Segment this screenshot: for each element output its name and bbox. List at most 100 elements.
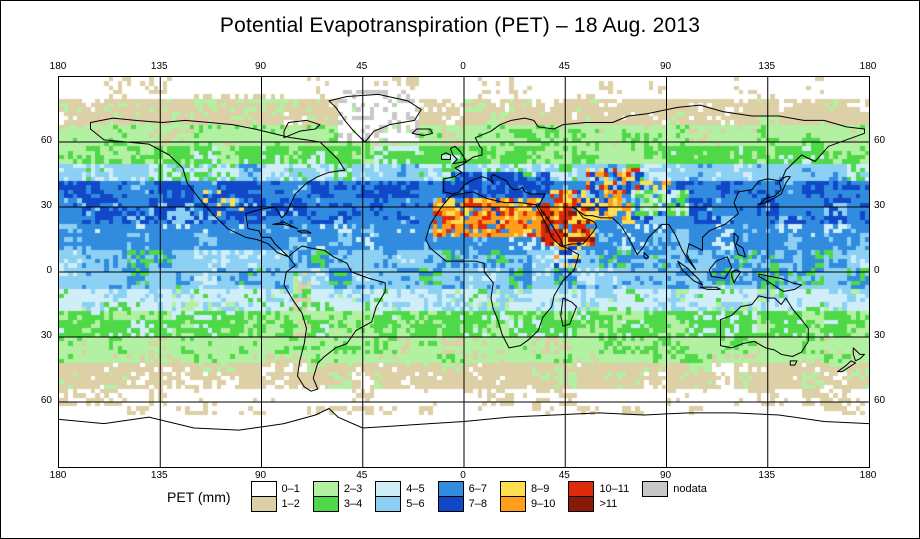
legend-entry-label: nodata xyxy=(673,483,707,495)
legend-classes: 0–1 1–2 2–3 3–4 4–5 5–6 6–7 7–8 8–9 9–10 10–11 >11 n… xyxy=(250,481,707,512)
coastline-antarctica xyxy=(59,409,869,431)
coastline-greenland xyxy=(329,94,421,142)
lat-tick-left: 30 xyxy=(40,330,52,341)
coastline-graticule-overlay xyxy=(59,77,869,467)
legend-swatch xyxy=(250,481,277,497)
coastline-sri-lanka xyxy=(644,253,649,260)
lon-tick-bottom: 45 xyxy=(558,470,570,481)
lon-tick-top: 0 xyxy=(460,61,466,72)
legend-entry: 3–4 xyxy=(312,496,363,512)
legend-entry-label: 3–4 xyxy=(343,498,363,510)
lon-tick-top: 135 xyxy=(758,61,776,72)
lat-tick-right: 60 xyxy=(874,135,886,146)
legend-swatch xyxy=(312,496,339,512)
lon-tick-bottom: 180 xyxy=(859,470,877,481)
coastline-borneo xyxy=(709,257,732,279)
lon-tick-top: 90 xyxy=(659,61,672,72)
legend-entry: 4–5 xyxy=(375,481,425,497)
legend-entry: 8–9 xyxy=(499,481,555,497)
legend-entry-label: 2–3 xyxy=(343,483,363,495)
lat-tick-left: 60 xyxy=(40,135,52,146)
legend-entry-label: 1–2 xyxy=(281,498,300,510)
legend-swatch xyxy=(499,496,526,512)
coastline-south-america xyxy=(284,246,385,391)
coastline-baffin-island xyxy=(284,120,320,137)
coastline-philippines xyxy=(734,233,745,257)
lon-tick-bottom: 180 xyxy=(49,470,67,481)
coastline-hispaniola xyxy=(298,231,312,233)
coastline-japan xyxy=(759,177,791,205)
legend-swatch xyxy=(375,481,402,497)
lat-tick-right: 60 xyxy=(874,395,886,406)
legend-swatch xyxy=(568,496,595,512)
legend-column: nodata xyxy=(642,481,707,497)
coastline-africa xyxy=(426,192,579,348)
legend-entry: 6–7 xyxy=(437,481,487,497)
coastline-madagascar xyxy=(561,298,577,326)
coastline-new-zealand-north xyxy=(853,348,864,361)
legend-swatch xyxy=(250,496,277,512)
lon-tick-bottom: 90 xyxy=(659,470,672,481)
legend-entry: 2–3 xyxy=(312,481,363,497)
legend-entry-label: 8–9 xyxy=(530,483,550,495)
lat-tick-left: 30 xyxy=(40,200,52,211)
legend-column: 6–7 7–8 xyxy=(437,481,487,512)
legend-swatch xyxy=(568,481,595,497)
lon-tick-top: 180 xyxy=(49,61,67,72)
lon-tick-top: 45 xyxy=(356,61,368,72)
legend-entry-label: 7–8 xyxy=(468,498,487,510)
coastline-eurasia xyxy=(444,105,865,270)
legend-entry: 1–2 xyxy=(250,496,300,512)
coastline-new-zealand-south xyxy=(838,361,856,372)
coastline-sulawesi xyxy=(732,270,741,283)
legend-title: PET (mm) xyxy=(167,489,231,505)
coastline-ireland xyxy=(442,153,451,160)
legend-entry: 7–8 xyxy=(437,496,487,512)
lon-tick-bottom: 45 xyxy=(356,470,368,481)
legend-column: 2–3 3–4 xyxy=(312,481,363,512)
legend: PET (mm) 0–1 1–2 2–3 3–4 4–5 5–6 6–7 7–8 8–9 9–10… xyxy=(167,481,707,514)
legend-swatch xyxy=(375,496,402,512)
legend-column: 0–1 1–2 xyxy=(250,481,300,512)
legend-column: 8–9 9–10 xyxy=(499,481,555,512)
lat-tick-right: 0 xyxy=(874,265,880,276)
legend-column: 4–5 5–6 xyxy=(375,481,425,512)
legend-entry: 0–1 xyxy=(250,481,300,497)
world-map xyxy=(58,76,870,468)
lon-tick-top: 135 xyxy=(150,61,168,72)
lat-tick-right: 30 xyxy=(874,200,886,211)
coastline-sumatra xyxy=(678,261,703,285)
coastline-north-america xyxy=(91,118,345,257)
legend-entry: 5–6 xyxy=(375,496,425,512)
coastline-java xyxy=(700,287,720,289)
legend-column: 10–11 >11 xyxy=(568,481,629,512)
legend-entry-label: 4–5 xyxy=(406,483,425,495)
coastline-australia xyxy=(721,296,809,357)
legend-entry-label: 6–7 xyxy=(468,483,487,495)
lat-tick-left: 60 xyxy=(40,395,52,406)
legend-entry-label: 0–1 xyxy=(281,483,300,495)
lon-tick-bottom: 135 xyxy=(758,470,776,481)
legend-entry: nodata xyxy=(642,481,707,497)
coastline-cuba xyxy=(273,222,298,229)
legend-entry-label: 5–6 xyxy=(406,498,425,510)
legend-entry: >11 xyxy=(568,496,629,512)
legend-entry-label: 10–11 xyxy=(599,483,630,495)
legend-swatch xyxy=(312,481,339,497)
lon-tick-top: 45 xyxy=(558,61,570,72)
figure-title: Potential Evapotranspiration (PET) – 18 … xyxy=(219,14,701,37)
lat-tick-left: 0 xyxy=(46,265,52,276)
legend-entry-label: >11 xyxy=(599,498,618,510)
lon-tick-bottom: 90 xyxy=(254,470,267,481)
coastline-britain xyxy=(451,146,467,163)
legend-entry: 10–11 xyxy=(568,481,629,497)
legend-swatch xyxy=(437,496,464,512)
coastline-new-guinea xyxy=(759,274,802,291)
lon-tick-top: 180 xyxy=(859,61,877,72)
lat-tick-right: 30 xyxy=(874,330,886,341)
coastline-iceland xyxy=(412,129,432,136)
legend-swatch xyxy=(642,481,669,497)
lon-tick-bottom: 0 xyxy=(460,470,466,481)
legend-swatch xyxy=(499,481,526,497)
